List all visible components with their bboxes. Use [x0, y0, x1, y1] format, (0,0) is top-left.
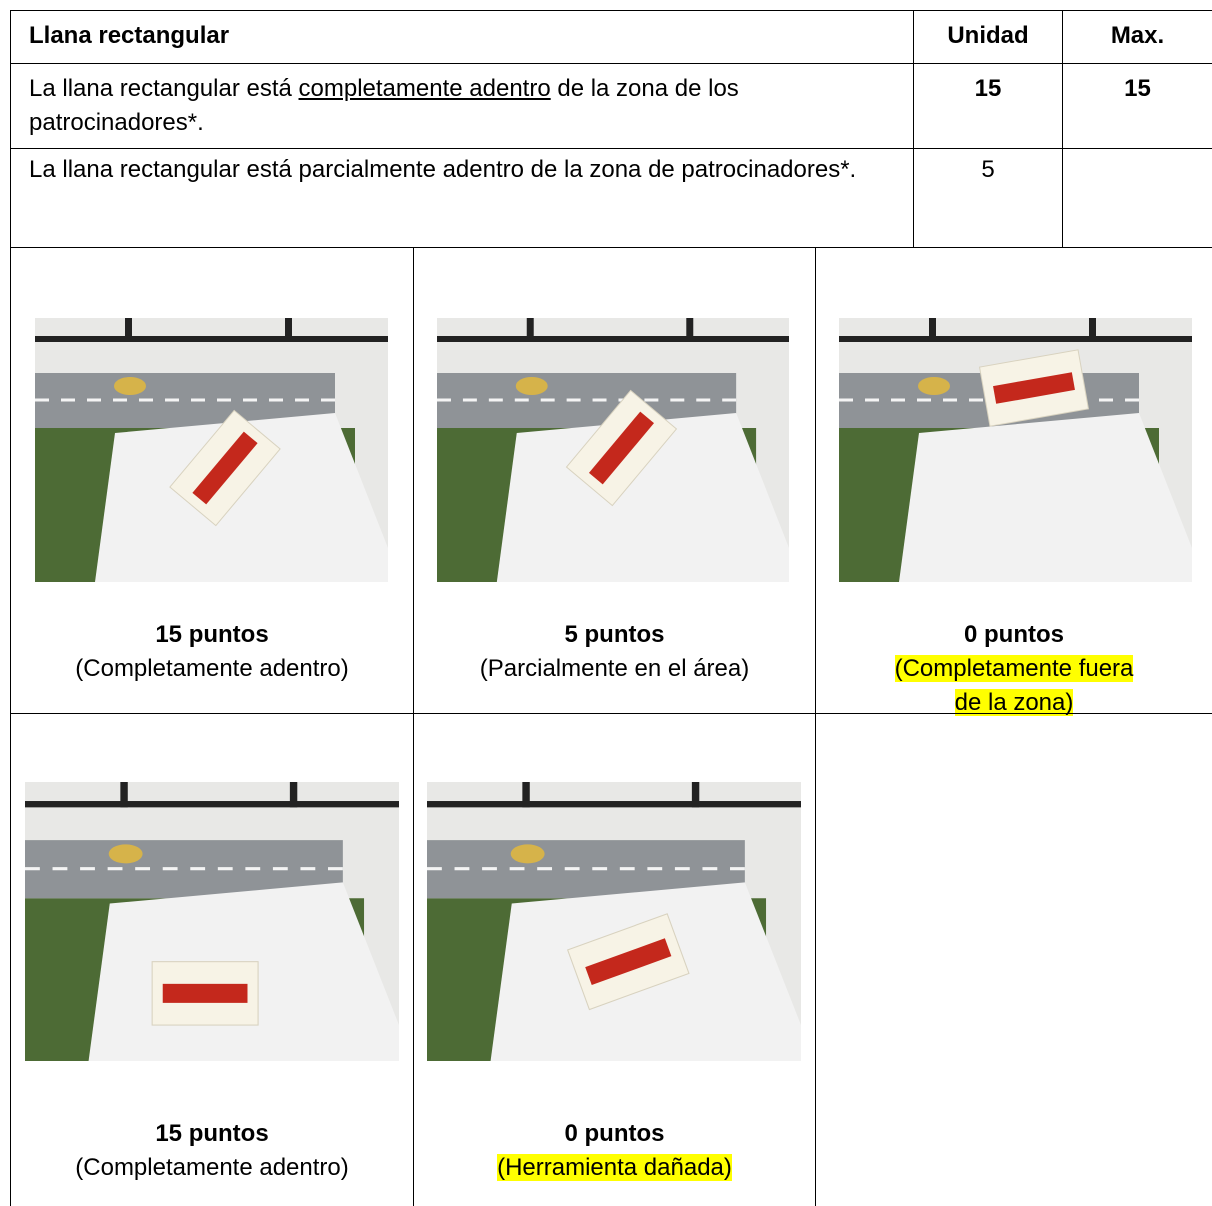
photo	[427, 782, 801, 1061]
lego-brick	[993, 372, 1075, 404]
caption: 5 puntos (Parcialmente en el área)	[414, 618, 815, 686]
column-header: Max.	[1110, 22, 1165, 49]
description: (Completamente fuera de la zona)	[894, 655, 1134, 716]
lego-brick	[585, 938, 672, 986]
figure-cell: 0 puntos (Completamente fuera de la zona)	[815, 247, 1212, 716]
description-wrap: (Completamente adentro)	[11, 652, 413, 686]
black-line	[1089, 318, 1096, 342]
header-cell: Unidad	[913, 10, 1062, 63]
black-line	[120, 782, 128, 808]
sponsor-card	[899, 413, 1192, 582]
black-line	[285, 318, 292, 342]
black-line	[929, 318, 936, 342]
points: 0 puntos	[964, 621, 1064, 648]
text-part: de la zona de los patrocinadores*.	[29, 75, 739, 136]
lego-brick	[192, 431, 258, 505]
row-cell: La llana rectangular está completamente …	[10, 63, 913, 148]
points: 15 puntos	[155, 1120, 269, 1147]
points: 0 puntos	[564, 1120, 665, 1147]
description-wrap: (Completamente adentro)	[11, 1151, 413, 1185]
black-line	[526, 318, 534, 342]
unit-value: 15	[974, 75, 1002, 102]
row-text: La llana rectangular está completamente …	[29, 72, 895, 140]
black-line	[25, 801, 399, 808]
black-line	[839, 336, 1192, 342]
black-line	[35, 336, 388, 342]
unit-value: 5	[981, 156, 995, 183]
description-wrap: (Completamente fuera de la zona)	[894, 652, 1134, 720]
black-line	[691, 782, 700, 808]
black-line	[125, 318, 132, 342]
figure-cell: 5 puntos (Parcialmente en el área)	[413, 247, 815, 713]
description: (Completamente adentro)	[75, 1154, 349, 1181]
black-line	[522, 782, 530, 808]
description: (Completamente adentro)	[75, 655, 349, 682]
sponsor-card	[496, 413, 789, 582]
points: 15 puntos	[155, 621, 269, 648]
car	[108, 844, 143, 864]
description-wrap: (Parcialmente en el área)	[414, 652, 815, 686]
photo	[25, 782, 399, 1061]
car	[515, 377, 548, 395]
sponsor-card	[95, 413, 388, 582]
photo	[35, 318, 388, 582]
table-title: Llana rectangular	[29, 22, 230, 49]
caption: 15 puntos (Completamente adentro)	[11, 1117, 413, 1185]
text-part: La llana rectangular está	[29, 75, 299, 102]
black-line	[437, 336, 789, 342]
max-value: 15	[1124, 75, 1151, 102]
car	[114, 377, 146, 395]
figure-cell: 15 puntos (Completamente adentro)	[10, 247, 413, 713]
caption: 0 puntos (Herramienta dañada)	[414, 1117, 815, 1185]
lego-brick	[588, 411, 654, 485]
header-cell: Max.	[1062, 10, 1212, 63]
row-text: La llana rectangular está parcialmente a…	[29, 156, 857, 183]
empty-cell	[815, 713, 1212, 1206]
black-line	[686, 318, 694, 342]
description-wrap: (Herramienta dañada)	[435, 1151, 795, 1185]
text-part: completamente adentro	[298, 75, 551, 102]
row-cell: 5	[913, 148, 1062, 247]
black-line	[289, 782, 298, 808]
caption: 15 puntos (Completamente adentro)	[11, 618, 413, 686]
row-cell: 15	[1062, 63, 1212, 148]
header-cell: Llana rectangular	[10, 10, 913, 63]
caption: 0 puntos (Completamente fuera de la zona)	[816, 618, 1212, 720]
car	[918, 377, 950, 395]
lego-brick	[162, 983, 248, 1003]
points: 5 puntos	[564, 621, 665, 648]
description: (Parcialmente en el área)	[479, 655, 750, 682]
photo	[839, 318, 1192, 582]
photo	[437, 318, 789, 582]
car	[510, 844, 545, 864]
description: (Herramienta dañada)	[497, 1154, 732, 1181]
figure-cell: 0 puntos (Herramienta dañada)	[413, 713, 815, 1206]
figure-cell: 15 puntos (Completamente adentro)	[10, 713, 413, 1206]
black-line	[427, 801, 801, 808]
row-cell: 15	[913, 63, 1062, 148]
row-cell	[1062, 148, 1212, 247]
column-header: Unidad	[947, 22, 1029, 49]
row-cell: La llana rectangular está parcialmente a…	[10, 148, 913, 247]
